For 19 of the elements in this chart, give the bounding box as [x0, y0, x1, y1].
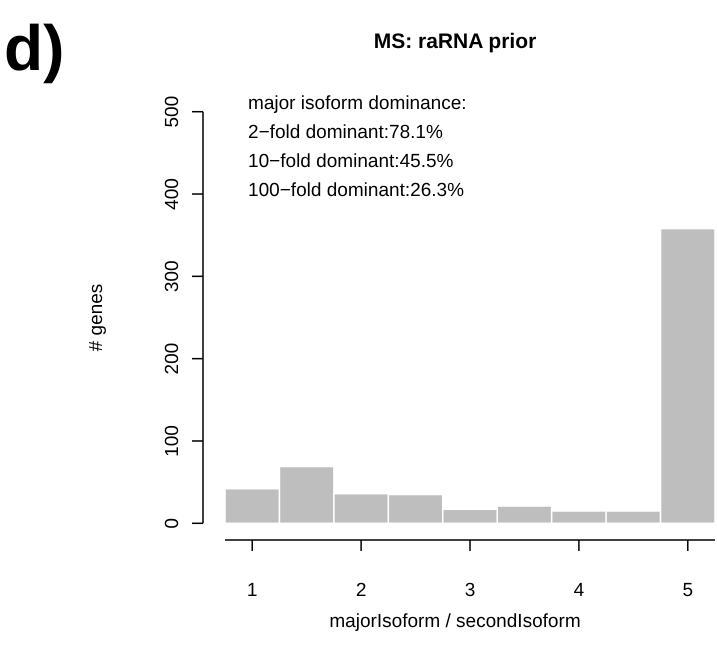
x-tick-label: 3 [464, 580, 476, 601]
annotation: 100−fold dominant:26.3% [248, 180, 464, 201]
x-tick-label: 5 [682, 580, 694, 601]
y-tick-label: 500 [162, 96, 183, 128]
y-tick-label: 0 [162, 518, 183, 529]
annotation: 2−fold dominant:78.1% [248, 122, 443, 143]
chart-title: MS: raRNA prior [374, 30, 536, 53]
x-tick-label: 1 [246, 580, 258, 601]
y-tick-label: 200 [162, 342, 183, 375]
y-tick-label: 400 [162, 178, 183, 210]
x-axis-title: majorIsoform / secondIsoform [329, 611, 581, 632]
annotation: 10−fold dominant:45.5% [248, 151, 454, 172]
annotation: major isoform dominance: [248, 93, 467, 114]
x-tick-label: 2 [356, 580, 366, 601]
x-tick-label: 4 [574, 580, 585, 601]
y-axis-title: # genes [86, 284, 107, 352]
y-tick-label: 100 [162, 425, 183, 457]
text: d) [4, 12, 64, 84]
y-tick-label: 300 [162, 260, 183, 292]
